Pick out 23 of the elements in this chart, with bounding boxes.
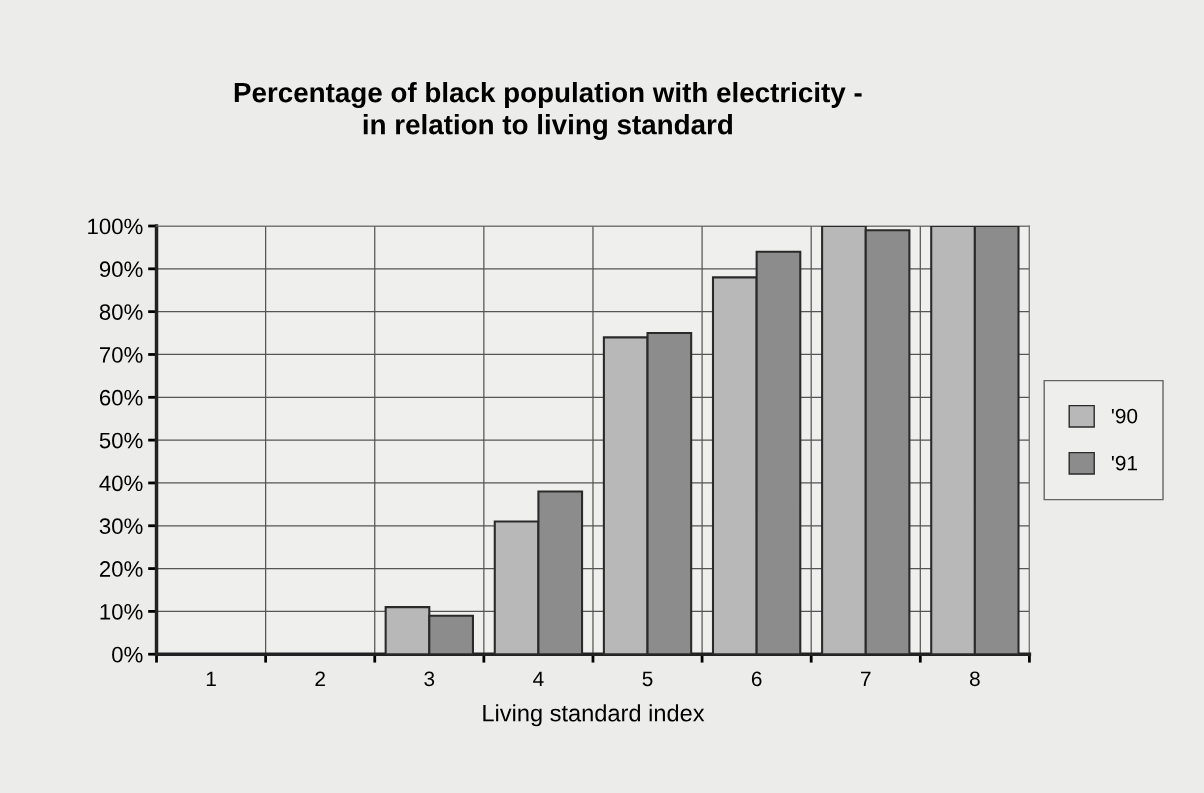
chart-title: Percentage of black population with electricity - in relation to living standard (234, 81, 862, 141)
legend-label: '90 (1111, 408, 1138, 424)
x-tick-label: 3 (424, 671, 435, 687)
y-tick-label: 90% (99, 261, 143, 278)
x-axis-title: Living standard index (483, 704, 705, 727)
y-tick-label: 30% (99, 518, 143, 535)
x-tick-label: 8 (969, 671, 980, 687)
y-tick-label: 100% (88, 218, 143, 235)
x-tick-label: 6 (751, 671, 762, 687)
x-tick-label: 7 (861, 671, 871, 686)
y-tick-label: 60% (99, 389, 143, 406)
y-tick-label: 80% (99, 304, 143, 320)
y-tick-label: 50% (99, 432, 143, 449)
y-tick-label: 40% (99, 475, 143, 492)
x-tick-label: 4 (533, 671, 544, 686)
y-tick-label: 70% (99, 347, 143, 363)
x-tick-label: 5 (642, 671, 653, 687)
y-tick-label: 0% (112, 646, 143, 663)
legend-label: '91 (1111, 455, 1137, 471)
x-tick-label: 1 (206, 671, 216, 686)
y-tick-label: 10% (100, 603, 143, 620)
y-tick-label: 20% (99, 561, 143, 577)
x-tick-label: 2 (315, 671, 325, 686)
